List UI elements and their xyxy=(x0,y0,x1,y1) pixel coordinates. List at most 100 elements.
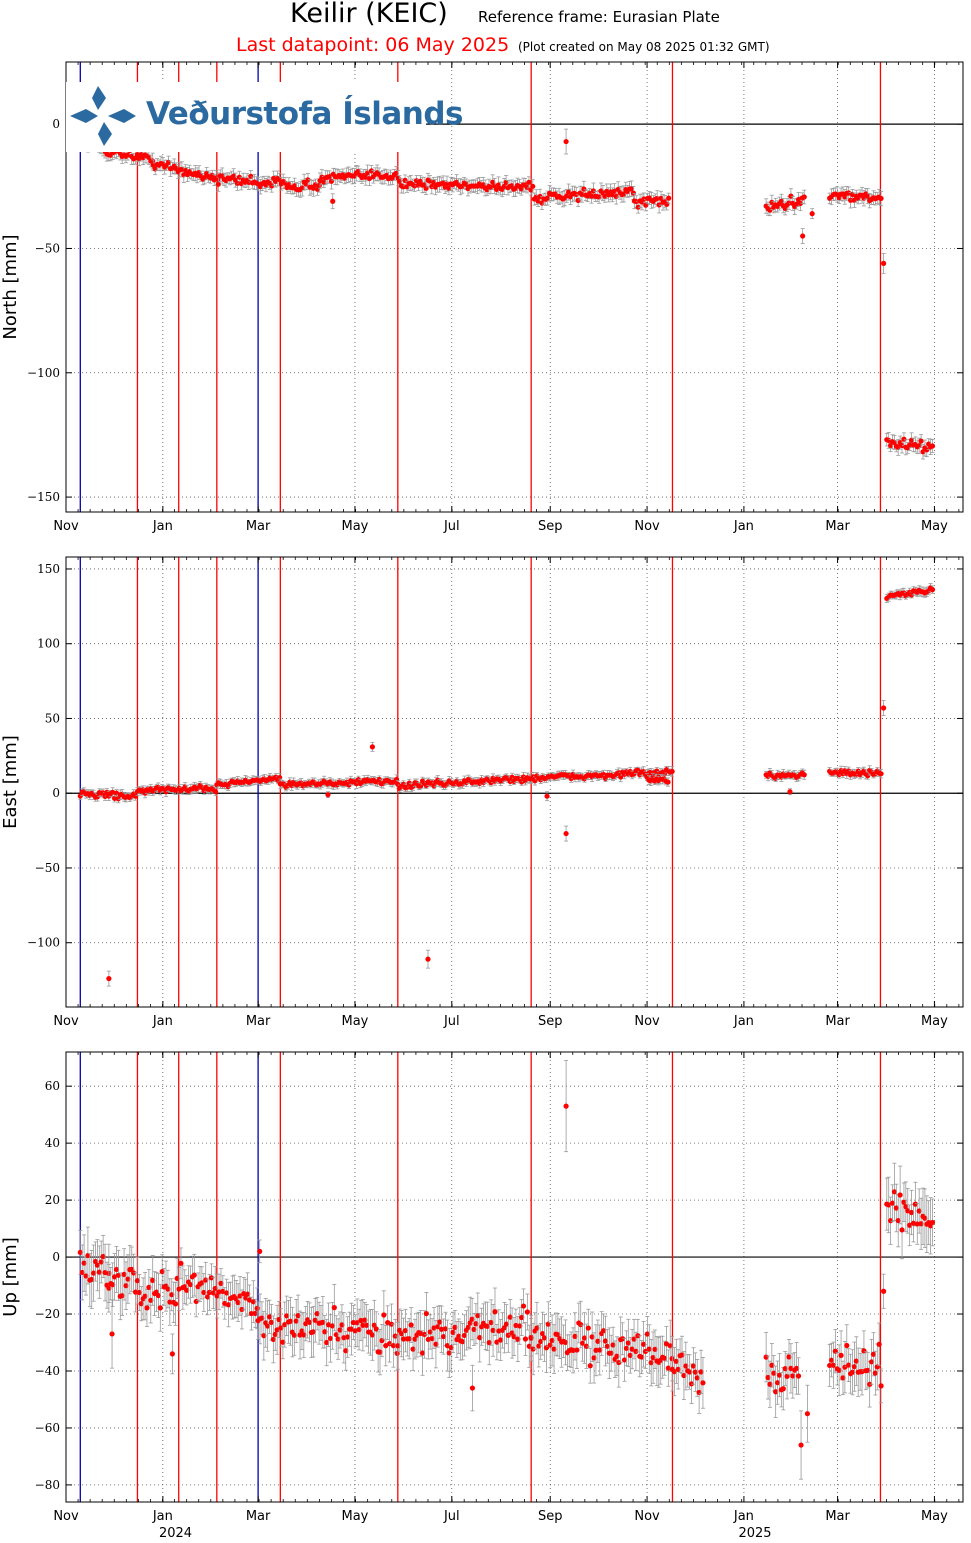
data-point xyxy=(111,795,118,801)
data-point xyxy=(148,1297,154,1303)
data-point xyxy=(261,1333,267,1339)
data-point xyxy=(205,1294,211,1300)
data-point xyxy=(115,1272,121,1278)
data-point xyxy=(439,1326,445,1332)
data-point xyxy=(878,195,884,202)
data-point xyxy=(801,772,807,778)
data-point xyxy=(272,1331,278,1338)
data-point xyxy=(769,199,775,205)
data-point xyxy=(498,1337,504,1343)
data-point xyxy=(159,1268,165,1275)
data-point xyxy=(459,1339,466,1345)
data-point xyxy=(248,1310,255,1317)
data-point xyxy=(287,1318,294,1324)
y-tick-label: −50 xyxy=(35,861,60,875)
data-point xyxy=(98,1259,104,1265)
data-point xyxy=(587,1363,593,1369)
data-point xyxy=(901,436,907,442)
data-point xyxy=(633,1348,639,1354)
data-point xyxy=(408,1322,414,1328)
y-axis-label: North [mm] xyxy=(0,234,21,339)
data-point xyxy=(593,1347,599,1353)
data-point xyxy=(581,186,587,192)
y-tick-label: 0 xyxy=(52,117,60,131)
data-point xyxy=(929,587,936,593)
data-point xyxy=(252,1310,258,1317)
data-point xyxy=(646,1346,652,1352)
data-point xyxy=(602,1338,609,1344)
data-point xyxy=(123,1283,129,1289)
data-point xyxy=(132,793,139,799)
data-point xyxy=(335,1336,341,1342)
data-point xyxy=(331,1305,337,1311)
data-point xyxy=(132,1289,139,1295)
data-point xyxy=(675,1366,681,1372)
data-point xyxy=(235,1299,241,1306)
data-point xyxy=(865,193,871,199)
data-point xyxy=(310,1329,316,1335)
data-point xyxy=(627,1352,633,1359)
data-point xyxy=(155,1292,161,1299)
data-point xyxy=(306,1319,313,1325)
data-point xyxy=(100,1253,106,1260)
data-point xyxy=(604,1343,610,1349)
data-point xyxy=(77,793,83,799)
y-tick-label: 100 xyxy=(37,637,60,651)
data-point xyxy=(661,1355,668,1361)
data-point xyxy=(297,1332,303,1338)
data-point xyxy=(683,1363,689,1369)
data-point xyxy=(320,1319,326,1325)
data-point xyxy=(492,1309,498,1315)
data-point xyxy=(452,1324,458,1330)
data-point xyxy=(402,177,408,183)
data-point xyxy=(524,184,530,190)
data-point xyxy=(469,1316,475,1322)
data-point xyxy=(184,1287,190,1293)
data-point xyxy=(276,1316,282,1323)
data-point xyxy=(623,1345,630,1351)
data-point xyxy=(665,1365,671,1371)
data-point xyxy=(131,1270,137,1276)
data-point xyxy=(570,1347,576,1353)
data-point xyxy=(446,1350,452,1356)
data-point xyxy=(621,191,627,197)
data-point xyxy=(635,204,641,210)
data-point xyxy=(312,1317,318,1323)
data-point xyxy=(337,1327,343,1333)
data-point xyxy=(465,1324,471,1330)
data-point xyxy=(138,1301,144,1307)
data-point xyxy=(540,1331,546,1337)
data-point xyxy=(881,260,887,266)
data-point xyxy=(395,781,401,787)
data-point xyxy=(278,1325,284,1331)
data-point xyxy=(350,1319,356,1326)
data-point xyxy=(383,1343,389,1349)
data-point xyxy=(212,789,219,795)
y-tick-label: −50 xyxy=(35,241,60,255)
data-point xyxy=(250,1299,256,1305)
data-point xyxy=(266,1314,273,1320)
data-point xyxy=(354,1320,360,1326)
data-point xyxy=(547,1342,553,1348)
data-points xyxy=(77,1060,936,1480)
reference-frame: Reference frame: Eurasian Plate xyxy=(478,8,720,26)
data-point xyxy=(423,1310,429,1317)
data-point xyxy=(369,744,376,750)
data-point xyxy=(282,1321,288,1328)
data-point xyxy=(187,1281,194,1288)
data-point xyxy=(356,1326,362,1333)
data-point xyxy=(490,1327,496,1334)
data-point xyxy=(463,181,469,187)
x-tick-label: Mar xyxy=(246,519,271,534)
data-point xyxy=(225,1302,232,1308)
data-point xyxy=(581,1335,588,1341)
data-point xyxy=(589,1334,595,1340)
x-tick-label: Mar xyxy=(825,1014,850,1029)
data-point xyxy=(237,1293,243,1299)
data-point xyxy=(427,1329,433,1335)
data-point xyxy=(327,1335,334,1342)
data-point xyxy=(654,768,660,774)
data-point xyxy=(450,1329,456,1335)
data-point xyxy=(621,1357,628,1363)
data-point xyxy=(613,193,619,199)
